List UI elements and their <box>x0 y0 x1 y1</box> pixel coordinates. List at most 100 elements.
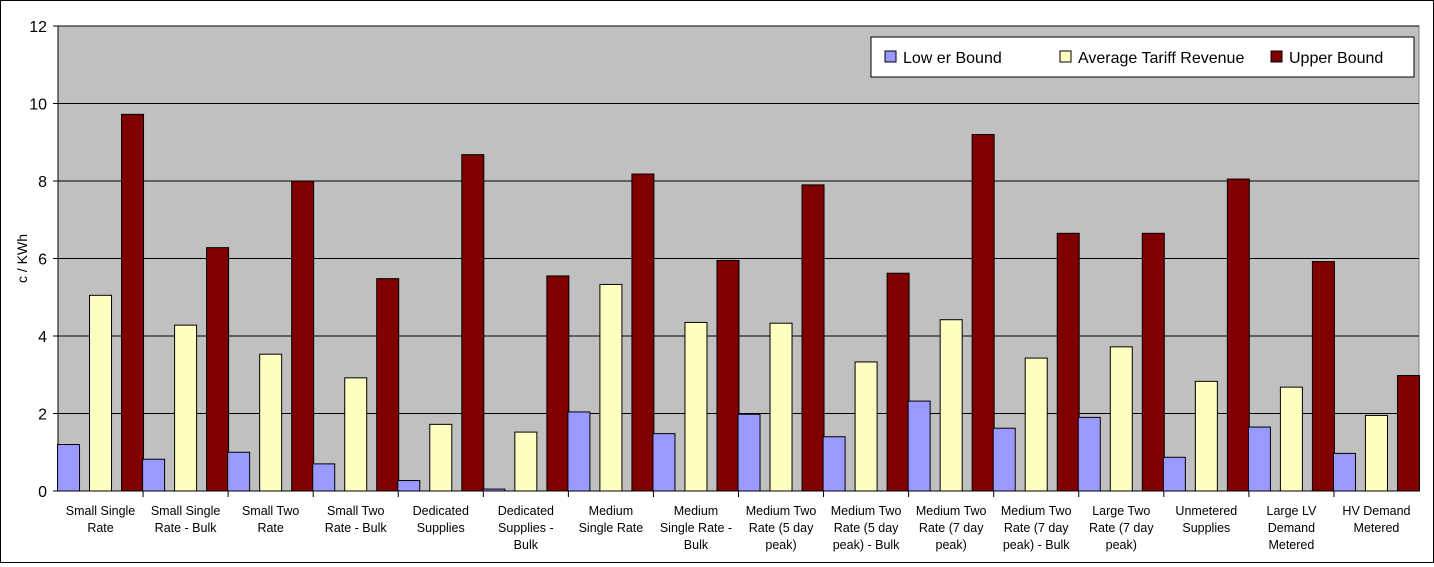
x-tick-label: Medium Two <box>746 504 817 518</box>
x-tick-label: Medium Two <box>916 504 987 518</box>
x-tick-label: Small Single <box>66 504 136 518</box>
bar <box>1109 346 1133 492</box>
x-tick-label: Rate - Bulk <box>325 521 388 535</box>
bar <box>631 173 655 492</box>
x-tick-label: peak) <box>1106 538 1137 552</box>
bar <box>939 319 963 492</box>
y-tick-label: 10 <box>29 97 47 114</box>
x-tick-label: Supplies <box>1182 521 1230 535</box>
x-tick-label: Unmetered <box>1175 504 1237 518</box>
x-tick-label: Rate (5 day <box>749 521 814 535</box>
x-tick-label: Single Rate <box>579 521 644 535</box>
bar <box>822 436 846 492</box>
bar <box>227 451 251 492</box>
bar <box>992 427 1016 492</box>
y-tick-label: 0 <box>38 484 47 501</box>
legend: Low er Bound Average Tariff Revenue Upper … <box>870 36 1415 78</box>
bar <box>461 154 485 492</box>
y-tick-label: 12 <box>29 19 47 36</box>
bar <box>599 283 623 492</box>
bar <box>312 463 336 492</box>
bar <box>1247 426 1271 492</box>
bar <box>344 377 368 492</box>
y-tick-label: 6 <box>38 252 47 269</box>
bar <box>546 275 570 492</box>
x-tick-label: Medium Two <box>1001 504 1072 518</box>
x-tick-label: Large LV <box>1267 504 1317 518</box>
x-tick-label: Bulk <box>514 538 539 552</box>
legend-label: Low er Bound <box>903 50 1002 67</box>
bar <box>716 259 740 492</box>
x-tick-label: Bulk <box>684 538 709 552</box>
bar <box>514 431 538 492</box>
bar <box>854 361 878 492</box>
bar <box>1279 386 1303 492</box>
x-tick-label: Dedicated <box>413 504 469 518</box>
bar <box>376 278 400 492</box>
gridlines <box>58 25 1419 414</box>
x-tick-label: peak) - Bulk <box>833 538 900 552</box>
bar <box>1396 375 1420 492</box>
x-tick-label: peak) - Bulk <box>1003 538 1070 552</box>
x-tick-label: Rate <box>87 521 113 535</box>
bar <box>206 247 230 492</box>
x-axis: Small Single Rate Small Single Rate - Bulk S… <box>58 490 1419 552</box>
x-tick-label: Large Two <box>1092 504 1150 518</box>
legend-swatch <box>1059 50 1072 63</box>
x-tick-label: peak) <box>936 538 967 552</box>
x-tick-label: Rate (7 day <box>1089 521 1154 535</box>
bar <box>801 184 825 492</box>
legend-label: Average Tariff Revenue <box>1078 50 1244 67</box>
bar <box>174 324 198 492</box>
bar <box>684 321 708 492</box>
bar <box>1162 456 1186 492</box>
bar <box>567 411 591 492</box>
y-tick-label: 8 <box>38 174 47 191</box>
x-tick-label: Rate (5 day <box>834 521 899 535</box>
bar <box>259 353 283 492</box>
bar <box>1141 232 1165 492</box>
x-tick-label: Small Two <box>327 504 384 518</box>
bars <box>57 113 1420 492</box>
x-tick-label: Supplies - <box>498 521 554 535</box>
x-tick-label: Demand <box>1268 521 1315 535</box>
bar <box>1332 452 1356 492</box>
bar <box>1364 414 1388 492</box>
bar <box>769 322 793 492</box>
bar <box>429 423 453 492</box>
bar <box>971 134 995 492</box>
x-tick-label: peak) <box>765 538 796 552</box>
y-tick-label: 4 <box>38 329 47 346</box>
bar <box>907 400 931 492</box>
bar <box>121 113 145 492</box>
bar <box>1024 357 1048 492</box>
bar <box>1311 261 1335 492</box>
x-tick-label: Dedicated <box>498 504 554 518</box>
legend-swatch <box>1270 50 1283 63</box>
bar <box>1077 416 1101 492</box>
bar <box>291 180 315 492</box>
x-tick-label: Small Two <box>242 504 299 518</box>
x-tick-label: Rate (7 day <box>1004 521 1069 535</box>
bar <box>89 294 113 492</box>
bar <box>57 444 81 492</box>
x-tick-label: HV Demand <box>1342 504 1410 518</box>
bar <box>652 433 676 492</box>
legend-box <box>870 36 1415 78</box>
x-tick-label: Rate - Bulk <box>155 521 218 535</box>
bar <box>397 480 421 492</box>
x-tick-label: Single Rate - <box>660 521 732 535</box>
y-axis: 0 2 4 6 8 10 12 <box>29 19 59 501</box>
x-tick-label: Rate (7 day <box>919 521 984 535</box>
x-tick-label: Medium Two <box>831 504 902 518</box>
x-tick-label: Metered <box>1268 538 1314 552</box>
legend-swatch <box>884 50 897 63</box>
x-tick-label: Rate <box>257 521 283 535</box>
x-tick-label: Medium <box>674 504 718 518</box>
y-axis-label: c / KWh <box>14 234 30 283</box>
bar <box>737 413 761 492</box>
legend-label: Upper Bound <box>1289 50 1383 67</box>
x-tick-label: Small Single <box>151 504 221 518</box>
